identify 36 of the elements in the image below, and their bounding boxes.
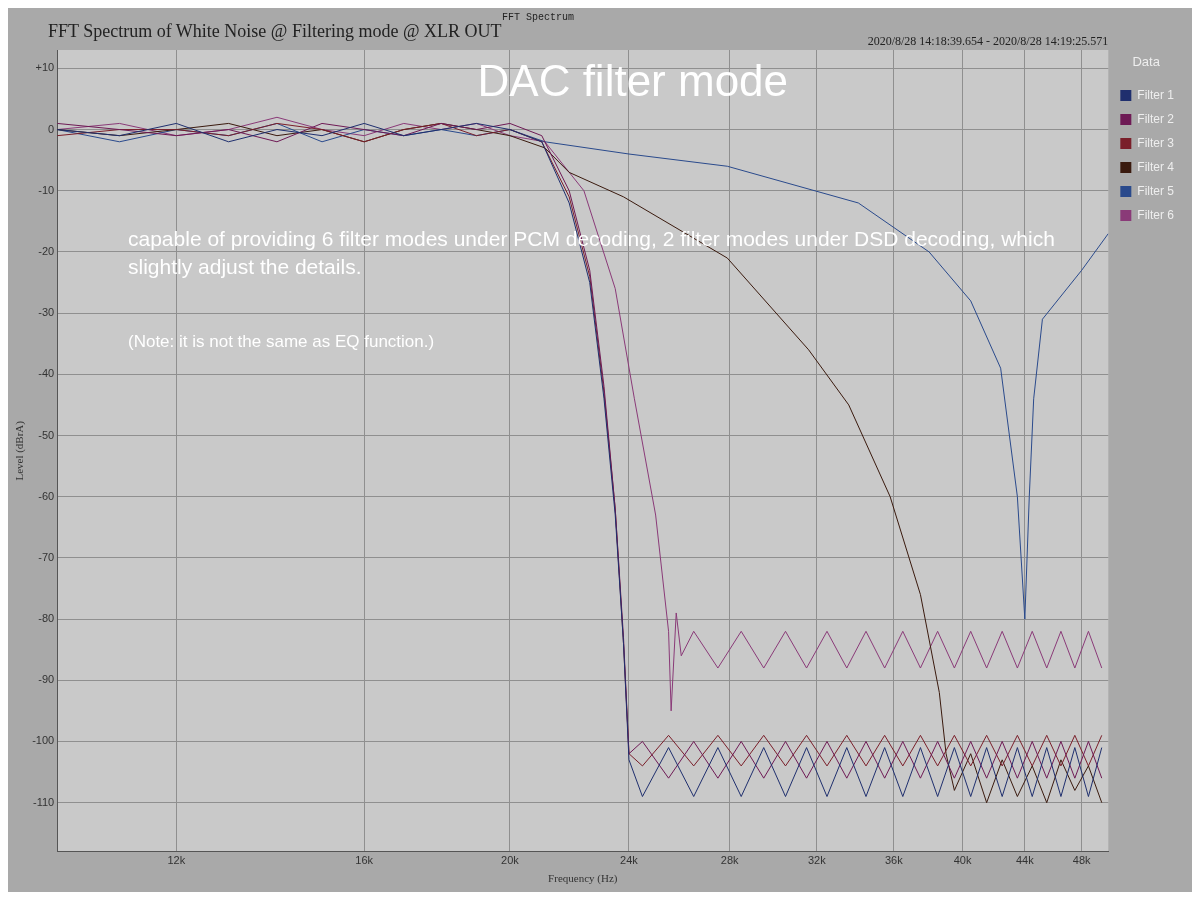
y-tick-label: -90	[38, 673, 55, 686]
y-tick-label: -30	[38, 306, 55, 319]
y-tick-label: -40	[38, 367, 55, 380]
y-tick-label: +10	[35, 61, 55, 74]
x-tick-label: 40k	[953, 854, 972, 867]
y-tick-label: -110	[33, 795, 55, 808]
x-tick-label: 16k	[355, 854, 374, 867]
x-tick-label: 12k	[167, 854, 186, 867]
y-tick-label: 0	[48, 122, 55, 135]
x-tick-label: 24k	[620, 854, 639, 867]
legend-title: Data	[1132, 54, 1161, 70]
legend-label: Filter 3	[1137, 135, 1175, 150]
y-tick-label: -20	[38, 244, 55, 257]
x-tick-label: 48k	[1072, 854, 1092, 867]
x-tick-label: 44k	[1015, 854, 1035, 867]
legend-label: Filter 5	[1137, 183, 1175, 198]
text: FFT Spectrum	[501, 11, 575, 23]
legend-label: Filter 4	[1137, 159, 1175, 174]
y-tick-label: -100	[32, 734, 55, 747]
y-tick-label: -70	[38, 550, 55, 563]
legend-label: Filter 1	[1137, 87, 1175, 102]
legend-label: Filter 2	[1137, 111, 1175, 126]
x-axis-title: Frequency (Hz)	[548, 872, 618, 886]
x-tick-label: 32k	[807, 854, 827, 867]
y-tick-label: -10	[38, 183, 55, 196]
x-tick-label: 36k	[884, 854, 904, 867]
y-tick-label: -80	[38, 612, 55, 625]
text: 2020/8/28 14:18:39.654 - 2020/8/28 14:19:25.571	[867, 34, 1109, 49]
x-tick-label: 28k	[720, 854, 740, 867]
y-tick-label: -60	[38, 489, 55, 502]
chart-title: DAC filter mode	[477, 56, 789, 106]
y-tick-label: -50	[38, 428, 55, 441]
legend-label: Filter 6	[1137, 207, 1175, 222]
text: FFT Spectrum of White Noise @ Filtering mode @ XLR OUT	[48, 20, 502, 41]
y-axis-title: Level (dBrA)	[13, 420, 27, 481]
x-tick-label: 20k	[501, 854, 520, 867]
